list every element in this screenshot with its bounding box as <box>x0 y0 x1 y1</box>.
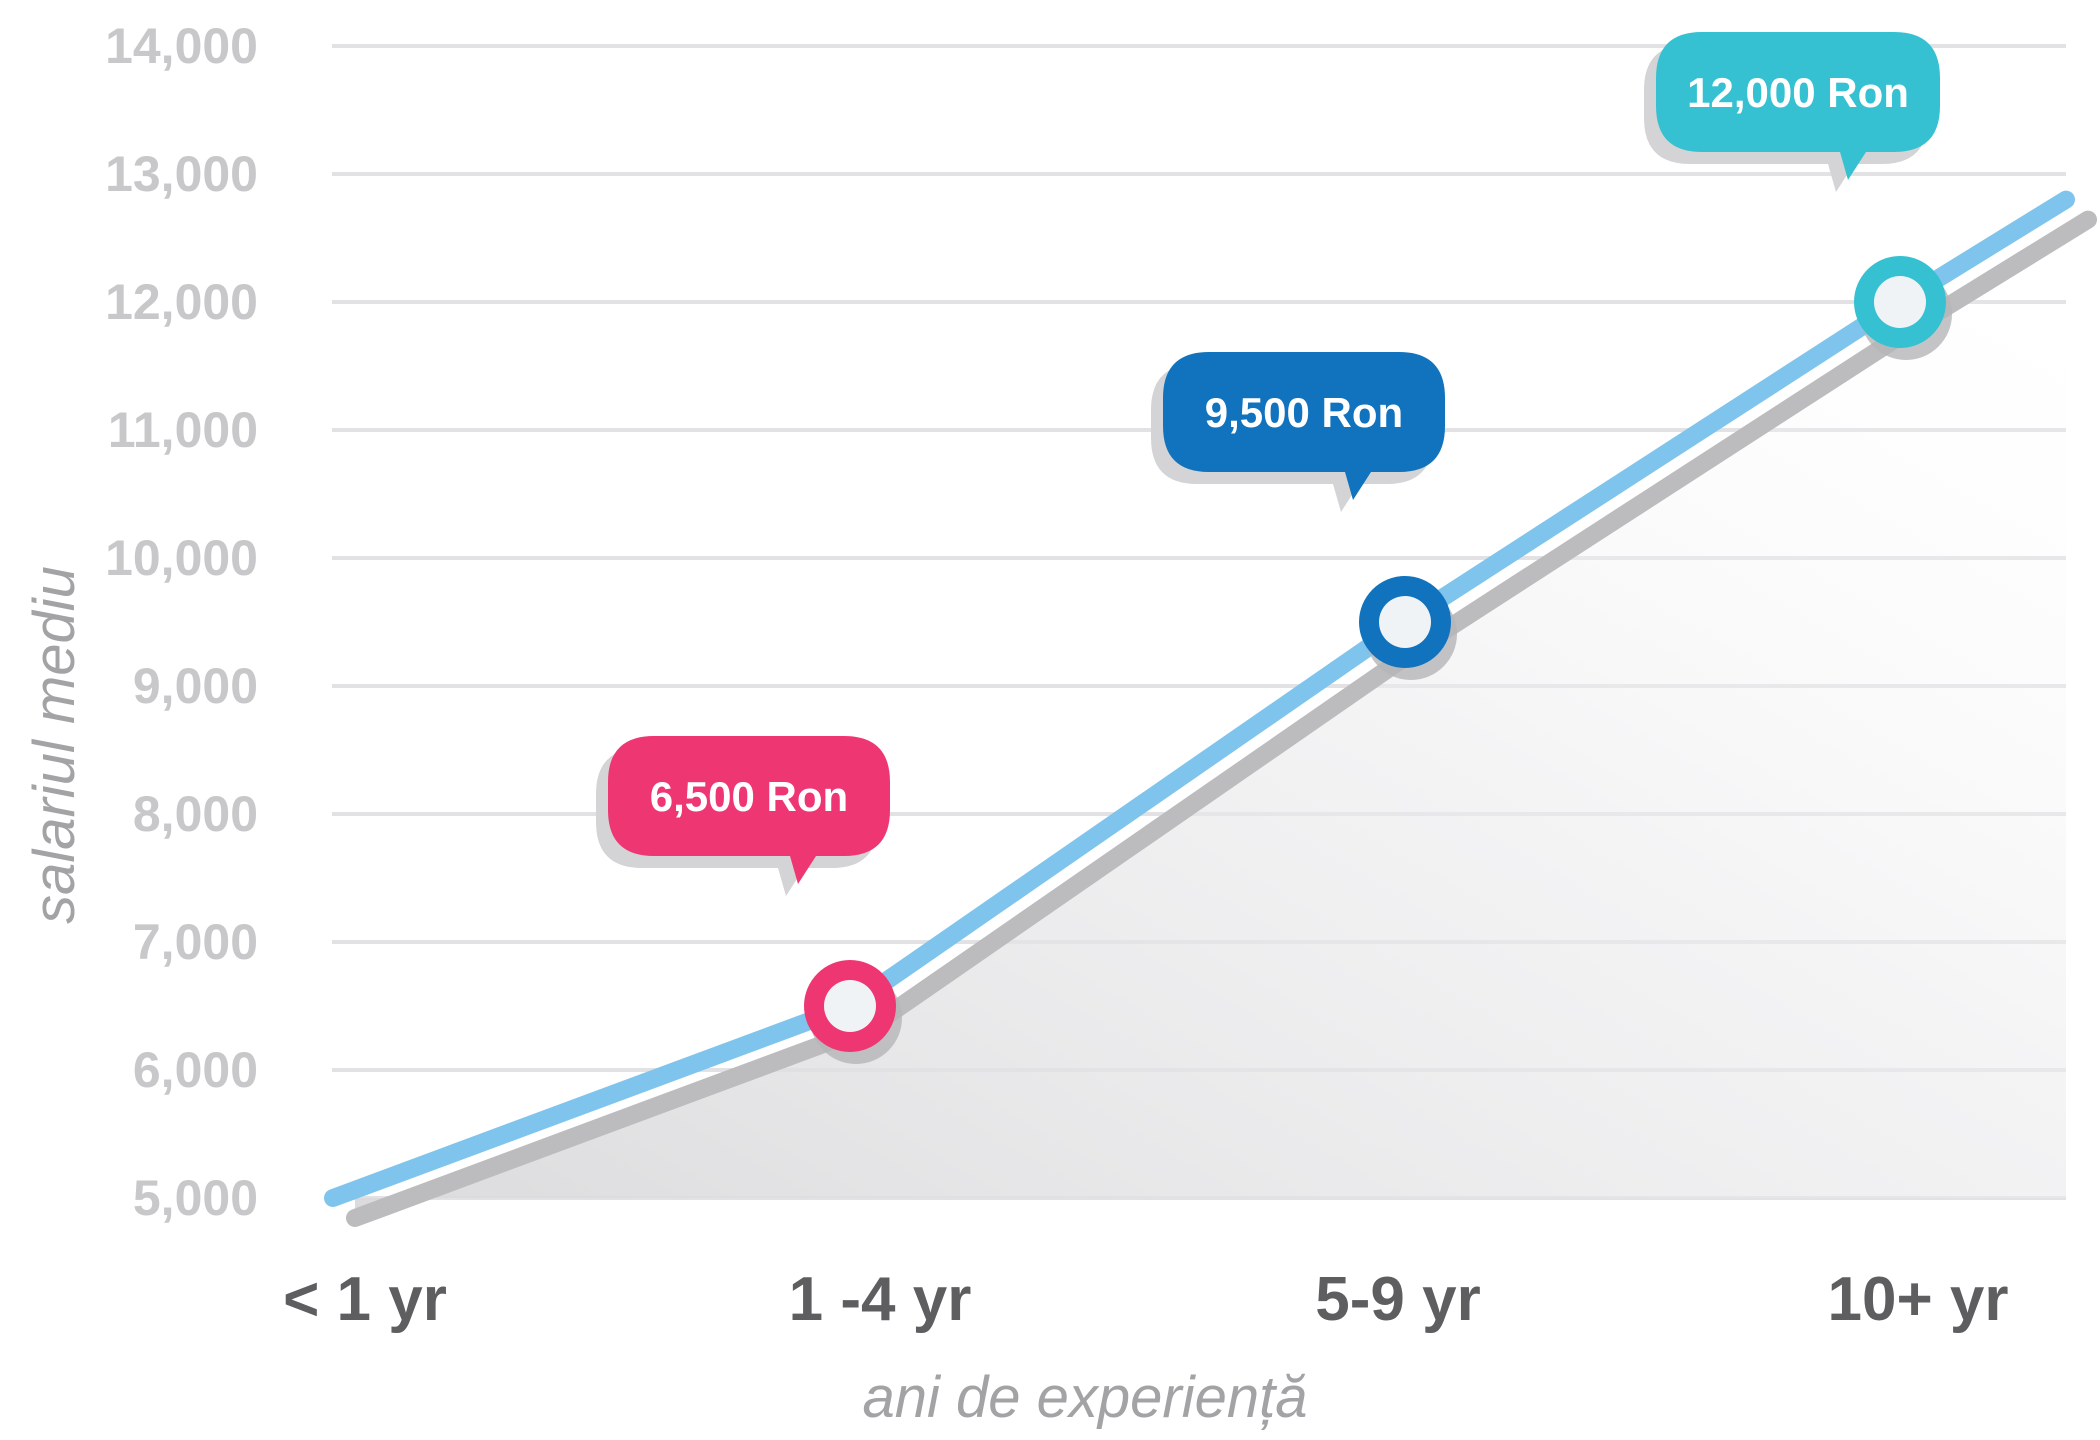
x-axis-ticks: < 1 yr 1 -4 yr 5-9 yr 10+ yr <box>283 1265 2008 1334</box>
y-tick-label: 13,000 <box>105 146 258 202</box>
callout-label: 12,000 Ron <box>1687 69 1909 116</box>
value-callout: 9,500 Ron <box>1151 352 1445 512</box>
callout-label: 9,500 Ron <box>1205 389 1403 436</box>
data-point-marker-center <box>824 980 876 1032</box>
data-point-markers <box>804 256 1952 1064</box>
y-tick-label: 5,000 <box>133 1170 258 1226</box>
value-callout: 6,500 Ron <box>596 736 890 896</box>
y-tick-label: 10,000 <box>105 530 258 586</box>
value-callouts: 6,500 Ron 9,500 Ron 12,000 Ron <box>596 32 1940 896</box>
data-point-marker-center <box>1874 276 1926 328</box>
x-tick-label: 10+ yr <box>1827 1265 2008 1334</box>
y-tick-label: 9,000 <box>133 658 258 714</box>
y-tick-label: 11,000 <box>108 402 258 458</box>
callout-bubble <box>1163 352 1445 500</box>
y-axis-label: salariul mediu <box>22 566 87 924</box>
area-shade <box>355 219 2088 1219</box>
callout-bubble <box>608 736 890 884</box>
y-tick-label: 6,000 <box>133 1042 258 1098</box>
x-tick-label: 1 -4 yr <box>789 1265 972 1334</box>
area-fill <box>355 219 2088 1219</box>
x-tick-label: 5-9 yr <box>1315 1265 1480 1334</box>
y-tick-label: 7,000 <box>133 914 258 970</box>
data-point-marker-center <box>1379 596 1431 648</box>
x-axis-label: ani de experiență <box>863 1365 1308 1430</box>
y-tick-label: 8,000 <box>133 786 258 842</box>
x-tick-label: < 1 yr <box>283 1265 447 1334</box>
callout-label: 6,500 Ron <box>650 773 848 820</box>
y-tick-label: 12,000 <box>105 274 258 330</box>
y-axis-ticks: 14,000 13,000 12,000 11,000 10,000 9,000 8,000… <box>105 18 258 1226</box>
callout-bubble <box>1656 32 1940 180</box>
y-tick-label: 14,000 <box>105 18 258 74</box>
value-callout: 12,000 Ron <box>1644 32 1940 192</box>
